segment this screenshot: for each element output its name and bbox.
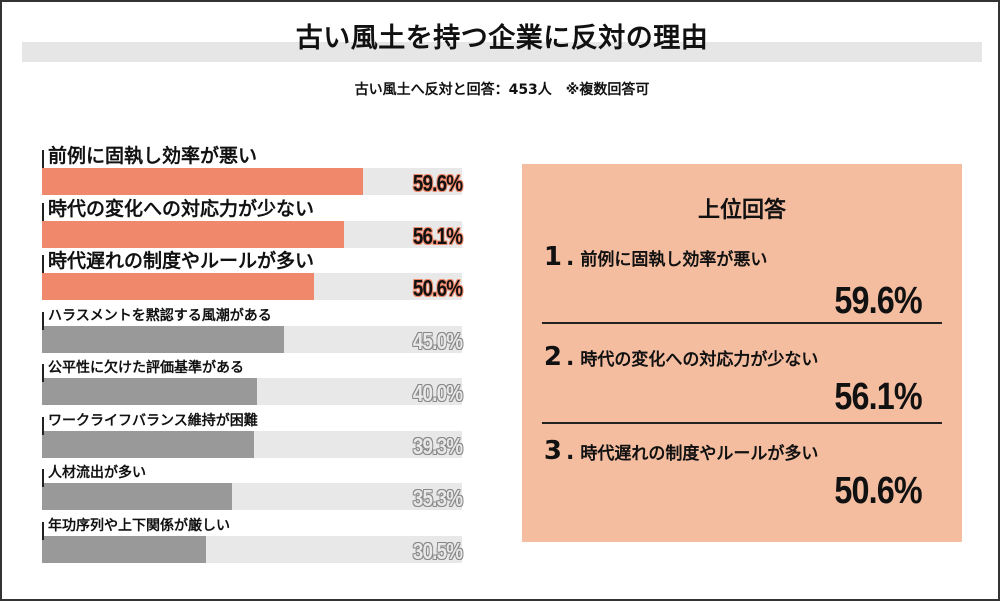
bar-chart: 前例に固執し効率が悪い 59.6% 時代の変化への対応力が少ない 56.1% 時… — [42, 144, 482, 564]
bar-row: ワークライフバランス維持が困難 39.3% — [42, 407, 482, 460]
rank-value: 50.6% — [834, 470, 923, 512]
bar-label: 前例に固執し効率が悪い — [42, 144, 262, 168]
bar-row: 公平性に欠けた評価基準がある 40.0% — [42, 354, 482, 407]
bar-label: 時代の変化への対応力が少ない — [42, 196, 319, 221]
rank-number: 3 — [543, 436, 562, 466]
bar-row: 年功序列や上下関係が厳しい 30.5% — [42, 512, 482, 565]
bar-fill — [42, 535, 207, 563]
bar-row: 前例に固執し効率が悪い 59.6% — [42, 144, 482, 197]
bar-track — [42, 168, 462, 195]
bar-fill — [42, 483, 233, 510]
rank-number: 2 — [543, 342, 562, 372]
bar-row: 時代の変化への対応力が少ない 56.1% — [42, 196, 482, 250]
bar-row: 人材流出が多い 35.3% — [42, 459, 482, 512]
bar-track — [42, 535, 462, 563]
bar-fill — [42, 325, 285, 353]
top-answer-item: 1. 前例に固執し効率が悪い 59.6% — [542, 242, 942, 324]
bar-row: 時代遅れの制度やルールが多い 50.6% — [42, 249, 482, 302]
bar-fill — [42, 378, 258, 405]
bar-value: 56.1% — [412, 222, 463, 249]
bar-label: 年功序列や上下関係が厳しい — [42, 515, 234, 540]
bar-track — [42, 483, 462, 510]
bar-value: 45.0% — [412, 327, 463, 354]
bar-value: 35.3% — [412, 485, 463, 511]
chart-title: 古い風土を持つ企業に反対の理由 — [295, 23, 709, 54]
bar-fill — [42, 220, 345, 248]
bar-track — [42, 220, 462, 248]
rank-value: 56.1% — [834, 376, 923, 418]
bar-track — [42, 325, 462, 353]
bar-fill — [42, 168, 363, 195]
bar-value: 40.0% — [412, 380, 463, 406]
bar-value: 50.6% — [412, 275, 463, 301]
bar-label: 時代遅れの制度やルールが多い — [42, 249, 319, 273]
bar-track — [42, 378, 462, 405]
divider — [542, 422, 942, 424]
bar-fill — [42, 430, 254, 458]
rank-label: 時代の変化への対応力が少ない — [580, 350, 819, 370]
rank-value: 59.6% — [834, 280, 923, 322]
bar-row: ハラスメントを黙認する風潮がある 45.0% — [42, 302, 482, 355]
chart-subtitle: 古い風土へ反対と回答：453人 ※複数回答可 — [354, 82, 650, 98]
bar-label: 公平性に欠けた評価基準がある — [42, 358, 248, 382]
bar-label: ハラスメントを黙認する風潮がある — [42, 305, 276, 330]
bar-value: 59.6% — [412, 170, 463, 196]
rank-dot: . — [566, 246, 575, 271]
divider — [542, 322, 942, 324]
bar-track — [42, 430, 462, 458]
top-answers-panel: 上位回答 1. 前例に固執し効率が悪い 59.6% 2. 時代の変化への対応力が少な… — [522, 164, 962, 542]
bar-value: 30.5% — [412, 537, 463, 564]
top-answer-item: 3. 時代遅れの制度やルールが多い 50.6% — [542, 436, 942, 512]
bar-value: 39.3% — [412, 432, 463, 459]
title-band — [22, 42, 982, 62]
bar-track — [42, 273, 462, 300]
rank-label: 時代遅れの制度やルールが多い — [580, 444, 819, 464]
rank-dot: . — [566, 346, 575, 371]
bar-fill — [42, 273, 315, 300]
bar-label: 人材流出が多い — [42, 463, 150, 487]
rank-number: 1 — [543, 242, 562, 272]
panel-title: 上位回答 — [697, 198, 786, 223]
rank-dot: . — [566, 440, 575, 465]
bar-label: ワークライフバランス維持が困難 — [42, 410, 262, 435]
rank-label: 前例に固執し効率が悪い — [580, 250, 768, 270]
top-answer-item: 2. 時代の変化への対応力が少ない 56.1% — [542, 342, 942, 424]
